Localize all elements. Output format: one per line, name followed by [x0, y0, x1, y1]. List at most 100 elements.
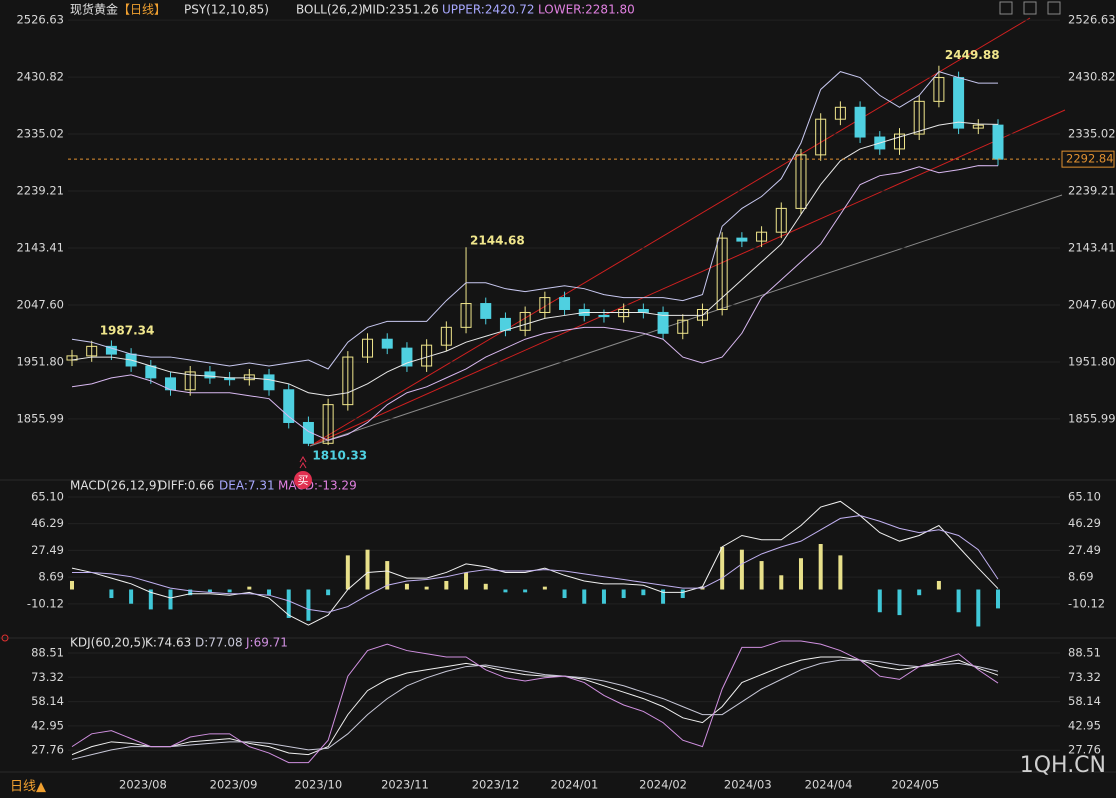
indicator-title: KDJ(60,20,5) [70, 636, 146, 650]
y-tick-label: 42.95 [31, 718, 64, 732]
macd-bar [779, 575, 784, 590]
y-tick-label: -10.12 [1068, 596, 1105, 610]
x-tick-label: 2023/08 [119, 778, 167, 792]
candle-body [480, 303, 492, 319]
indicator-label: UPPER:2420.72 [442, 3, 534, 17]
y-tick-label: 2430.82 [1068, 70, 1116, 84]
series-line [71, 640, 999, 764]
candle-body [66, 355, 78, 361]
candle-body [440, 326, 452, 346]
period-label[interactable]: 【日线】 [118, 3, 166, 17]
macd-bar [720, 546, 725, 590]
candle-body [243, 374, 255, 381]
macd-bar [739, 549, 744, 590]
last-price-box [1061, 150, 1115, 168]
macd-bar [148, 589, 153, 610]
y-tick-label: 65.10 [31, 489, 64, 503]
macd-bar [247, 586, 252, 590]
y-tick-label: 2047.60 [1068, 297, 1116, 311]
price-annotation: 1987.34 [100, 323, 155, 337]
candle-body [775, 207, 787, 233]
x-tick-label: 2023/09 [210, 778, 258, 792]
y-tick-label: 8.69 [38, 570, 64, 584]
indicator-label: LOWER:2281.80 [538, 3, 635, 17]
macd-bar [562, 589, 567, 599]
y-tick-label: 1951.80 [1068, 354, 1116, 368]
window-icon[interactable] [999, 1, 1013, 15]
candle-body [854, 106, 866, 138]
macd-bar [976, 589, 981, 627]
candle-body [302, 421, 314, 444]
macd-bar [424, 586, 429, 590]
macd-bar [267, 589, 272, 596]
macd-bar [444, 580, 449, 590]
candle-body [342, 356, 354, 406]
candle-body [381, 338, 393, 349]
x-tick-label: 2023/10 [294, 778, 342, 792]
last-price-label: 2292.84 [1066, 152, 1114, 166]
indicator-label: DEA:7.31 [219, 479, 275, 493]
candle-body [263, 374, 275, 391]
macd-bar [956, 589, 961, 613]
panel-icon[interactable] [1, 634, 9, 642]
y-tick-label: -10.12 [27, 596, 64, 610]
x-tick-label: 2024/01 [551, 778, 599, 792]
macd-bar [464, 572, 469, 590]
candle-body [992, 124, 1004, 160]
indicator-label: MID:2351.26 [362, 3, 439, 17]
candle-body [953, 77, 965, 129]
candle-body [362, 338, 374, 358]
y-tick-label: 88.51 [31, 645, 64, 659]
indicator-label: DIFF:0.66 [158, 479, 214, 493]
series-line [72, 515, 999, 613]
macd-bar [996, 589, 1000, 609]
candle-body [283, 389, 295, 423]
candle-body [499, 317, 511, 331]
macd-bar [385, 561, 390, 590]
macd-bar [404, 583, 409, 590]
window-icon[interactable] [1047, 1, 1061, 15]
indicator-label: J:69.71 [245, 636, 288, 650]
window-icon[interactable] [1023, 1, 1037, 15]
macd-bar [129, 589, 134, 604]
macd-bar [365, 549, 370, 590]
y-tick-label: 1951.80 [16, 354, 64, 368]
macd-bar [345, 555, 350, 590]
y-tick-label: 27.76 [31, 743, 64, 757]
y-tick-label: 1855.99 [16, 411, 64, 425]
candle-body [716, 237, 728, 310]
watermark: 1QH.CN [1020, 753, 1106, 778]
y-tick-label: 27.49 [1068, 543, 1101, 557]
y-tick-label: 65.10 [1068, 489, 1101, 503]
macd-bar [838, 555, 843, 590]
y-tick-label: 73.32 [1068, 670, 1101, 684]
indicator-label: D:77.08 [195, 636, 243, 650]
macd-bar [759, 561, 764, 590]
macd-bar [661, 589, 666, 604]
y-tick-label: 2526.63 [16, 13, 64, 27]
candle-body [401, 347, 413, 367]
candle-body [815, 118, 827, 156]
y-tick-label: 2239.21 [1068, 184, 1116, 198]
x-tick-label: 2024/05 [891, 778, 939, 792]
y-tick-label: 58.14 [1068, 694, 1101, 708]
indicator-label: K:74.63 [145, 636, 191, 650]
candle-body [145, 365, 157, 379]
price-annotation: 2144.68 [470, 234, 525, 248]
macd-bar [70, 580, 74, 590]
candle-body [322, 404, 334, 444]
macd-bar [188, 589, 193, 596]
candle-body [618, 308, 630, 318]
candle-body [696, 308, 708, 321]
signal-marker [294, 471, 312, 489]
series-line [71, 165, 999, 441]
macd-bar [877, 589, 882, 613]
x-tick-label: 2024/04 [805, 778, 853, 792]
signal-text: 买 [298, 474, 309, 487]
candle-body [657, 311, 669, 334]
period-button[interactable]: 日线▲ [10, 780, 46, 795]
trend-line [309, 109, 1066, 447]
candle-body [184, 371, 196, 391]
x-tick-label: 2024/02 [639, 778, 687, 792]
